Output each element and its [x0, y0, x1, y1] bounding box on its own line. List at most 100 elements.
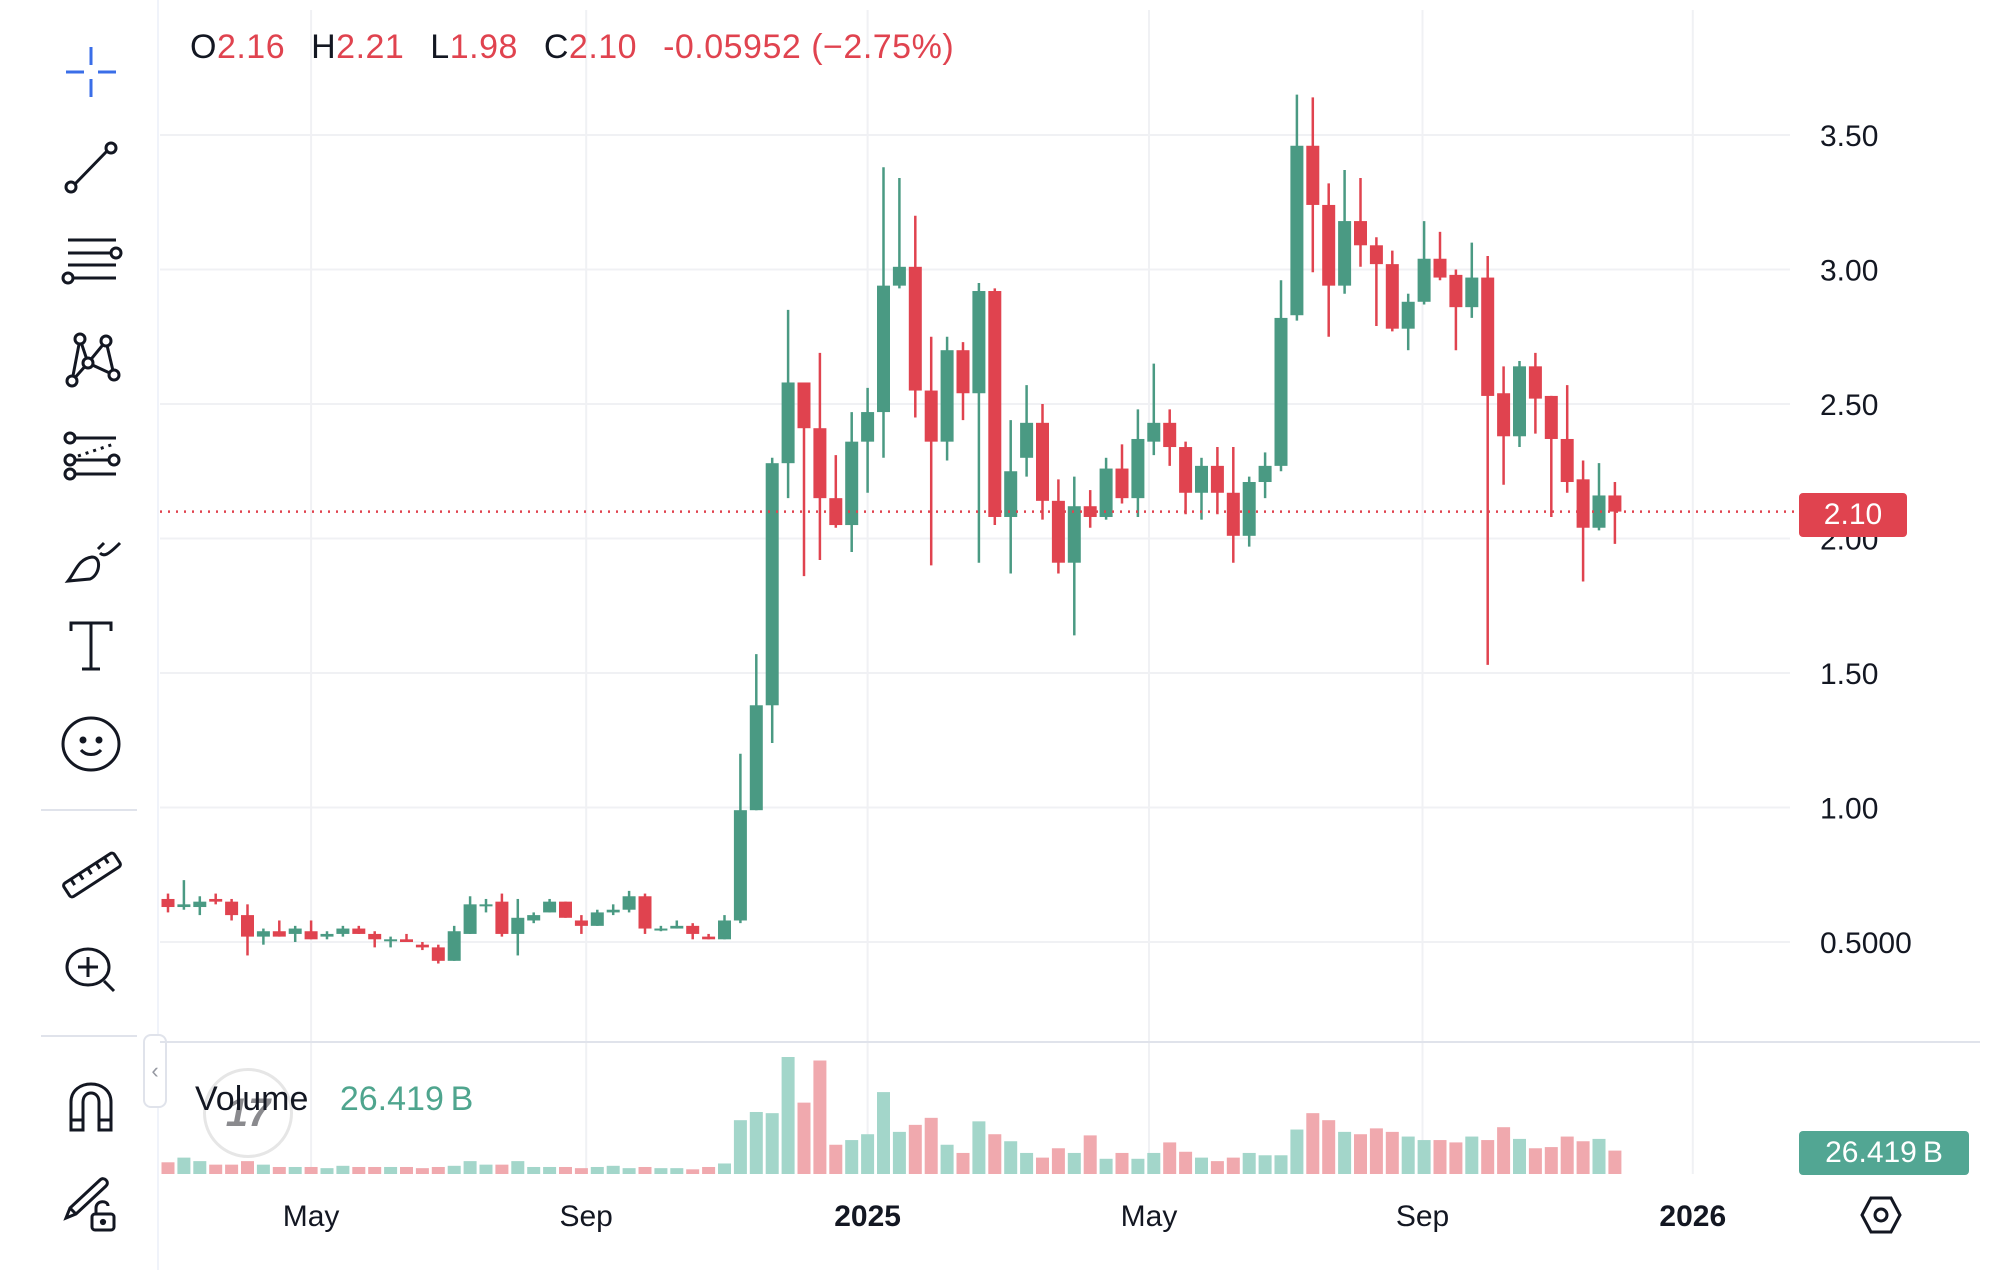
candle-body [161, 898, 175, 908]
pattern-icon [65, 332, 121, 388]
candle-body [590, 912, 604, 926]
low-label: L [430, 28, 450, 66]
candle-body [1306, 145, 1320, 205]
pattern-tool-button[interactable] [48, 325, 134, 395]
high-value: 2.21 [336, 28, 405, 66]
candle-body [447, 931, 461, 961]
volume-bar [400, 1166, 413, 1174]
volume-bar [1354, 1134, 1367, 1174]
crosshair-tool-button[interactable] [48, 37, 134, 107]
ruler-tool-button[interactable] [48, 840, 134, 910]
candle-body [861, 412, 875, 442]
collapse-toolbar-button[interactable]: ‹ [143, 1034, 167, 1108]
candle-body [304, 931, 318, 940]
volume-bar [1385, 1131, 1399, 1174]
volume-bar [1481, 1140, 1495, 1174]
candle-body [1020, 422, 1034, 458]
candle-body [972, 291, 986, 394]
volume-bar [1465, 1136, 1479, 1174]
candle-body [1083, 506, 1097, 517]
candle-body [193, 901, 207, 908]
candle-body [1513, 366, 1526, 437]
volume-bar [574, 1168, 588, 1174]
candle-body [1592, 495, 1606, 528]
volume-bar [940, 1144, 954, 1174]
candle-body [415, 944, 429, 948]
candle-body [1131, 438, 1145, 499]
volume-bar [956, 1152, 970, 1174]
volume-bar [1290, 1129, 1304, 1174]
volume-bar [463, 1161, 477, 1174]
volume-bar [1131, 1158, 1145, 1174]
candle-body [1528, 366, 1542, 399]
volume-bar [781, 1057, 795, 1174]
volume-bar [495, 1164, 509, 1174]
candle-body [1242, 482, 1256, 536]
candle-body [1338, 221, 1352, 286]
volume-bar [447, 1165, 461, 1174]
volume-bar [1036, 1157, 1049, 1174]
emoji-tool-button[interactable] [48, 708, 134, 778]
volume-bar [1179, 1151, 1193, 1174]
volume-bar [1322, 1120, 1336, 1174]
candle-body [1115, 468, 1129, 499]
volume-bar [527, 1166, 541, 1174]
volume-bar [622, 1168, 636, 1174]
candle-body [256, 931, 270, 937]
candle-body [654, 928, 668, 931]
candle-body [177, 904, 191, 908]
volume-bar [1163, 1142, 1177, 1174]
volume-bar [1497, 1127, 1511, 1174]
candle-body [1195, 465, 1208, 493]
zoom-in-tool-button[interactable] [48, 935, 134, 1005]
candle-body [336, 928, 350, 934]
close-label: C [543, 28, 569, 66]
candle-body [543, 901, 557, 913]
brush-icon [64, 541, 122, 583]
candle-body [940, 350, 954, 442]
text-tool-button[interactable] [48, 611, 134, 681]
volume-value: 26.419 B [339, 1080, 474, 1118]
candle-body [368, 933, 382, 940]
volume-bar [1274, 1155, 1288, 1174]
volume-bar [1083, 1135, 1097, 1174]
volume-bar [479, 1164, 493, 1174]
volume-bar [1099, 1158, 1113, 1174]
tradingview-logo[interactable]: 17 [203, 1068, 293, 1158]
volume-bar [209, 1164, 223, 1174]
brush-tool-button[interactable] [48, 523, 134, 593]
candle-body [892, 266, 906, 286]
volume-bar [638, 1166, 652, 1174]
lock-drawing-icon [63, 1177, 116, 1232]
volume-bar [511, 1161, 525, 1174]
candle-body [352, 928, 366, 934]
candle-body [384, 939, 398, 942]
volume-label: Volume [195, 1080, 309, 1118]
chart-settings-icon[interactable] [1860, 1194, 1902, 1236]
candle-body [1163, 422, 1177, 448]
candle-body [1433, 258, 1447, 278]
candle-body [1481, 277, 1495, 396]
volume-bar [590, 1166, 604, 1174]
candle-body [272, 931, 286, 937]
candle-body [924, 390, 938, 442]
horizontal-lines-tool-button[interactable] [48, 228, 134, 298]
toolbar-divider [41, 1035, 137, 1037]
fib-retracement-tool-button[interactable] [48, 424, 134, 494]
candle-body [829, 498, 843, 526]
candle-body [1226, 492, 1240, 536]
time-axis-label: Sep [559, 1200, 612, 1233]
high-label: H [311, 28, 337, 66]
last-volume-tag: 26.419 B [1799, 1131, 1969, 1175]
lock-drawings-tool-button[interactable] [48, 1166, 134, 1236]
candle-body [1004, 471, 1018, 517]
volume-bar [272, 1166, 286, 1174]
candle-body [622, 896, 636, 910]
candle-body [479, 904, 493, 907]
candle-body [225, 901, 239, 916]
zoom-in-icon [65, 947, 116, 993]
toolbar-divider [41, 809, 137, 811]
magnet-tool-button[interactable] [48, 1070, 134, 1140]
trend-line-tool-button[interactable] [48, 132, 134, 202]
